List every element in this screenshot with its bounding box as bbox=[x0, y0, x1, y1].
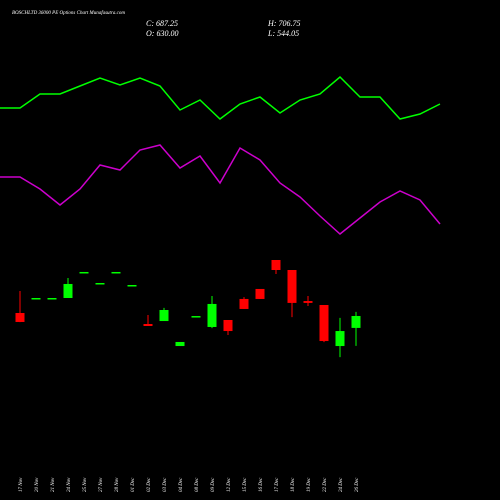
x-tick-label: 15 Dec bbox=[243, 477, 248, 492]
candle-body bbox=[111, 271, 121, 274]
x-tick-label: 20 Nov bbox=[35, 477, 40, 492]
candle-body bbox=[207, 303, 217, 327]
open-label: O: 630.00 bbox=[146, 29, 178, 38]
candle-body bbox=[271, 260, 281, 270]
candle-body bbox=[223, 320, 233, 332]
candle-body bbox=[319, 305, 329, 342]
low-label: L: 544.05 bbox=[267, 29, 299, 38]
x-tick-label: 19 Dec bbox=[307, 477, 312, 492]
candle-body bbox=[31, 298, 41, 300]
candle-body bbox=[143, 324, 153, 326]
x-tick-label: 25 Nov bbox=[83, 477, 88, 492]
candle-body bbox=[287, 270, 297, 303]
candle-body bbox=[63, 283, 73, 298]
candle-body bbox=[159, 310, 169, 322]
indicator-line bbox=[0, 75, 441, 120]
indicator-line bbox=[0, 144, 441, 235]
candle-body bbox=[127, 285, 137, 287]
candle-body bbox=[175, 341, 185, 347]
candle-body bbox=[191, 316, 201, 318]
x-tick-label: 28 Nov bbox=[115, 477, 120, 492]
x-tick-label: 21 Nov bbox=[51, 477, 56, 492]
close-label: C: 687.25 bbox=[146, 19, 178, 28]
x-tick-label: 24 Nov bbox=[67, 477, 72, 492]
candle-body bbox=[79, 271, 89, 274]
x-tick-label: 17 Nov bbox=[19, 477, 24, 492]
x-tick-label: 12 Dec bbox=[227, 477, 232, 492]
candle-body bbox=[255, 288, 265, 299]
candle-body bbox=[303, 301, 313, 303]
x-tick-label: 03 Dec bbox=[163, 477, 168, 492]
x-tick-label: 24 Dec bbox=[339, 477, 344, 492]
x-tick-label: 09 Dec bbox=[211, 477, 216, 492]
candle-body bbox=[95, 283, 105, 285]
x-tick-label: 08 Dec bbox=[195, 477, 200, 492]
candle-body bbox=[47, 298, 57, 300]
candle-body bbox=[335, 331, 345, 347]
x-tick-label: 01 Dec bbox=[131, 477, 136, 492]
x-tick-label: 18 Dec bbox=[291, 477, 296, 492]
candle-body bbox=[15, 313, 25, 322]
candle-body bbox=[239, 298, 249, 309]
x-tick-label: 17 Dec bbox=[275, 477, 280, 492]
x-tick-label: 22 Dec bbox=[323, 477, 328, 492]
x-tick-label: 27 Nov bbox=[99, 477, 104, 492]
x-tick-label: 02 Dec bbox=[147, 477, 152, 492]
x-tick-label: 16 Dec bbox=[259, 477, 264, 492]
high-label: H: 706.75 bbox=[267, 19, 300, 28]
x-tick-label: 26 Dec bbox=[355, 477, 360, 492]
chart-title: BOSCHLTD 36000 PE Options Chart Munafasu… bbox=[12, 11, 125, 16]
candle-body bbox=[351, 315, 361, 328]
x-tick-label: 04 Dec bbox=[179, 477, 184, 492]
